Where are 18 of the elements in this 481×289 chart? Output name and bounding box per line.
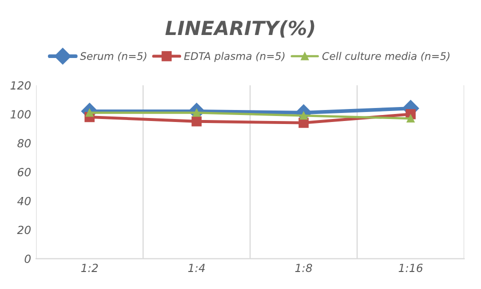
y-tick-label: 40 — [17, 196, 31, 206]
point — [300, 112, 308, 120]
legend-label: EDTA plasma (n=5) — [184, 52, 284, 62]
x-tick-label: 1:8 — [295, 264, 312, 272]
x-tick-label: 1:16 — [398, 264, 423, 272]
x-tick-label: 1:4 — [188, 264, 205, 272]
point — [192, 116, 202, 126]
legend-label: Cell culture media (n=5) — [322, 52, 450, 62]
y-tick-label: 0 — [24, 254, 31, 264]
point — [406, 114, 415, 122]
chart-title: LINEARITY(%) — [165, 20, 314, 38]
legend-label: Serum (n=5) — [80, 52, 146, 62]
x-tick-label: 1:2 — [81, 264, 98, 272]
y-tick-label: 60 — [18, 168, 31, 176]
y-tick-label: 80 — [17, 139, 31, 148]
y-tick-label: 100 — [10, 110, 31, 119]
y-tick-label: 120 — [10, 81, 31, 90]
y-tick-label: 20 — [17, 226, 31, 234]
